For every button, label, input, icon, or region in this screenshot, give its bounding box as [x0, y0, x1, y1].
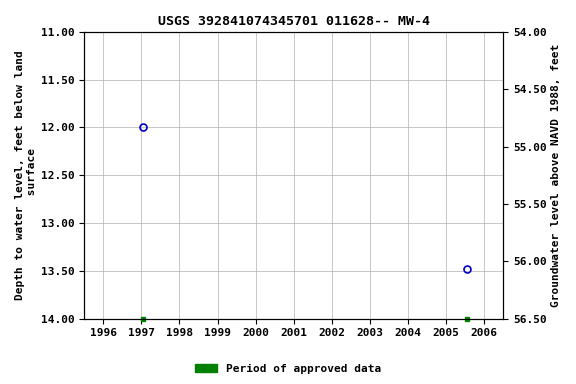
Title: USGS 392841074345701 011628-- MW-4: USGS 392841074345701 011628-- MW-4: [158, 15, 430, 28]
Y-axis label: Groundwater level above NAVD 1988, feet: Groundwater level above NAVD 1988, feet: [551, 44, 561, 307]
Legend: Period of approved data: Period of approved data: [191, 359, 385, 379]
Y-axis label: Depth to water level, feet below land
 surface: Depth to water level, feet below land su…: [15, 50, 37, 300]
